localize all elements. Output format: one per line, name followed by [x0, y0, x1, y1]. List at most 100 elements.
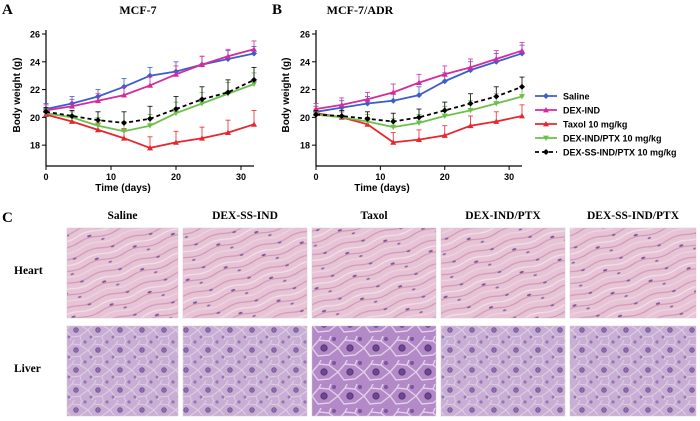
data-point — [493, 118, 500, 124]
y-tick-label: 20 — [300, 113, 310, 123]
data-point — [519, 112, 525, 119]
data-point — [364, 115, 371, 122]
data-point — [416, 114, 422, 121]
data-point — [441, 113, 448, 119]
data-point — [121, 119, 127, 126]
data-point — [121, 135, 127, 141]
data-point — [493, 56, 500, 62]
data-point — [251, 46, 257, 52]
row-label: Heart — [14, 265, 43, 277]
column-header: Taxol — [360, 210, 387, 222]
histology-image-liver-1 — [66, 325, 179, 417]
data-point — [95, 126, 101, 133]
chart-mcf7-adr: MCF-7/ADR Body weight (g) Time (days) 18… — [281, 3, 525, 194]
data-point — [416, 136, 422, 142]
data-point — [173, 139, 179, 145]
data-point — [69, 103, 75, 109]
data-point — [313, 111, 319, 118]
data-point — [43, 108, 49, 115]
data-point — [416, 79, 422, 86]
histology-image-liver-2 — [182, 325, 308, 417]
data-point — [199, 101, 205, 107]
legend-label: Taxol 10 mg/kg — [563, 120, 627, 130]
data-point — [519, 94, 525, 100]
data-point — [441, 71, 448, 77]
legend-marker — [543, 149, 549, 155]
data-point — [441, 107, 448, 114]
histology-image-liver-5 — [569, 325, 697, 417]
x-axis-label: Time (days) — [95, 183, 150, 194]
data-point — [69, 118, 75, 124]
legend-item-dex-ind-ptx: DEX-IND/PTX 10 mg/kg — [535, 134, 662, 144]
histology-image-heart-5 — [569, 227, 697, 319]
data-point — [390, 124, 397, 131]
legend-label: DEX-SS-IND/PTX 10 mg/kg — [563, 148, 677, 158]
series-dex-ss-ind-ptx — [43, 66, 257, 126]
y-tick-label: 22 — [30, 85, 40, 95]
legend-item-dex-ss-ind-ptx: DEX-SS-IND/PTX 10 mg/kg — [535, 148, 677, 158]
data-point — [147, 115, 153, 122]
panel-label-b: B — [272, 2, 282, 18]
column-header: DEX-SS-IND — [212, 210, 278, 222]
column-header: DEX-SS-IND/PTX — [587, 210, 680, 222]
legend-item-dex-ind: DEX-IND — [535, 106, 601, 116]
x-tick-label: 10 — [106, 172, 116, 182]
y-tick-label: 20 — [30, 113, 40, 123]
data-point — [364, 100, 371, 107]
legend-marker — [543, 107, 549, 113]
legend: Saline DEX-IND Taxol 10 mg/kg DEX-IND/PTX 1… — [535, 92, 677, 158]
legend-label: Saline — [563, 92, 590, 102]
data-point — [147, 82, 153, 88]
row-label: Liver — [14, 363, 41, 375]
data-point — [173, 106, 179, 113]
x-tick-label: 20 — [440, 172, 450, 182]
data-point — [467, 100, 474, 107]
data-point — [493, 101, 500, 107]
x-tick-label: 20 — [171, 172, 181, 182]
data-point — [338, 101, 345, 108]
data-point — [121, 92, 127, 98]
histology-panel: Saline DEX-SS-IND Taxol DEX-IND/PTX DEX-SS-I… — [14, 210, 697, 417]
chart-title: MCF-7/ADR — [327, 3, 394, 17]
data-point — [364, 96, 371, 102]
y-axis-label: Body weight (g) — [12, 58, 23, 133]
data-point — [147, 144, 153, 151]
histology-image-liver-4 — [440, 325, 566, 417]
legend-marker — [543, 135, 549, 141]
data-point — [467, 108, 474, 114]
data-point — [173, 71, 179, 77]
y-tick-label: 18 — [300, 141, 310, 151]
x-tick-label: 0 — [313, 172, 318, 182]
y-tick-label: 24 — [30, 57, 40, 67]
x-tick-label: 30 — [236, 172, 246, 182]
data-point — [467, 64, 474, 70]
data-point — [519, 47, 525, 54]
x-tick-label: 30 — [504, 172, 514, 182]
data-point — [519, 83, 525, 90]
data-point — [225, 129, 231, 136]
x-tick-label: 0 — [43, 172, 48, 182]
histology-image-liver-3 — [311, 325, 437, 417]
data-point — [390, 97, 397, 104]
data-point — [225, 89, 231, 96]
data-point — [467, 122, 474, 129]
histology-image-heart-1 — [66, 227, 179, 319]
legend-marker — [543, 121, 549, 127]
data-point — [390, 118, 397, 125]
y-tick-label: 26 — [300, 30, 310, 40]
data-point — [69, 112, 75, 119]
x-tick-label: 10 — [375, 172, 385, 182]
data-point — [441, 78, 448, 85]
data-point — [251, 76, 257, 83]
legend-label: DEX-IND/PTX 10 mg/kg — [563, 134, 662, 144]
histology-image-heart-2 — [182, 227, 308, 319]
series-dex-ind — [313, 41, 525, 112]
legend-marker — [543, 93, 549, 99]
data-point — [199, 135, 205, 141]
y-tick-label: 24 — [300, 57, 310, 67]
data-point — [416, 120, 422, 126]
data-point — [251, 81, 257, 88]
y-tick-label: 18 — [30, 141, 40, 151]
data-point — [199, 61, 205, 67]
